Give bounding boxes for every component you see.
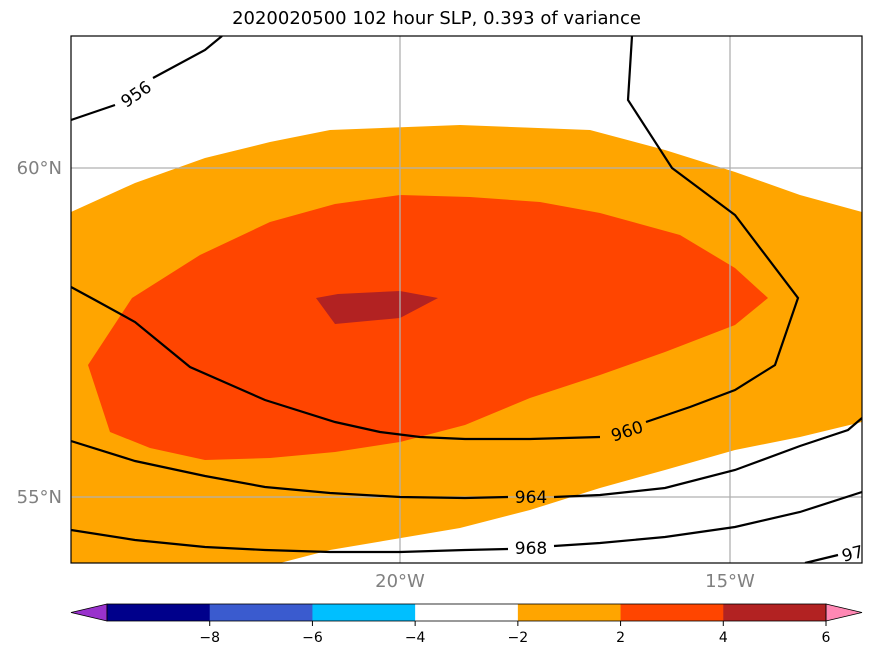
contour-956 (71, 36, 223, 122)
colorbar-bin (517, 604, 622, 621)
contour-968 (71, 490, 862, 554)
contour-lines (71, 36, 862, 563)
contour-label-968: 968 (515, 539, 547, 559)
colorbar-tick-label: −4 (405, 630, 426, 646)
colorbar-bin (107, 604, 211, 621)
colorbar-tick-label: 2 (616, 630, 625, 646)
plot-frame (70, 35, 863, 564)
colorbar-tick-label: 6 (822, 630, 831, 646)
colorbar-bin (209, 604, 313, 621)
contour-972 (804, 553, 839, 563)
colorbar-extend-low (70, 603, 108, 622)
x-tick-label-15w: 15°W (705, 571, 755, 592)
colorbar-bin (312, 604, 416, 621)
colorbar-outline (106, 603, 827, 622)
contour-964 (71, 417, 862, 500)
colorbar-bin (415, 604, 519, 621)
shade-bin-4-6 (88, 195, 768, 460)
chart-title: 2020020500 102 hour SLP, 0.393 of varian… (232, 8, 641, 29)
shade-bin-6-8 (316, 291, 438, 324)
colorbar-tick-label: 4 (719, 630, 728, 646)
colorbar-extend-high (825, 603, 863, 622)
colorbar: −8−6−4−22468 (70, 603, 863, 646)
colorbar-bin (723, 604, 827, 621)
colorbar-bin (620, 604, 724, 621)
contour-label-956: 956 (118, 77, 156, 112)
colorbar-tick-label: −2 (508, 630, 529, 646)
x-tick-label-20w: 20°W (375, 571, 425, 592)
colorbar-tick-label: −6 (302, 630, 323, 646)
y-tick-label-55: 55°N (17, 487, 62, 508)
y-tick-label-60: 60°N (17, 158, 62, 179)
colorbar-tick-label: −8 (199, 630, 220, 646)
plot-area: 956 960 964 968 97 (71, 36, 866, 567)
contour-960 (71, 36, 800, 441)
contour-label-964: 964 (515, 488, 547, 508)
contour-label-972: 97 (840, 542, 866, 567)
